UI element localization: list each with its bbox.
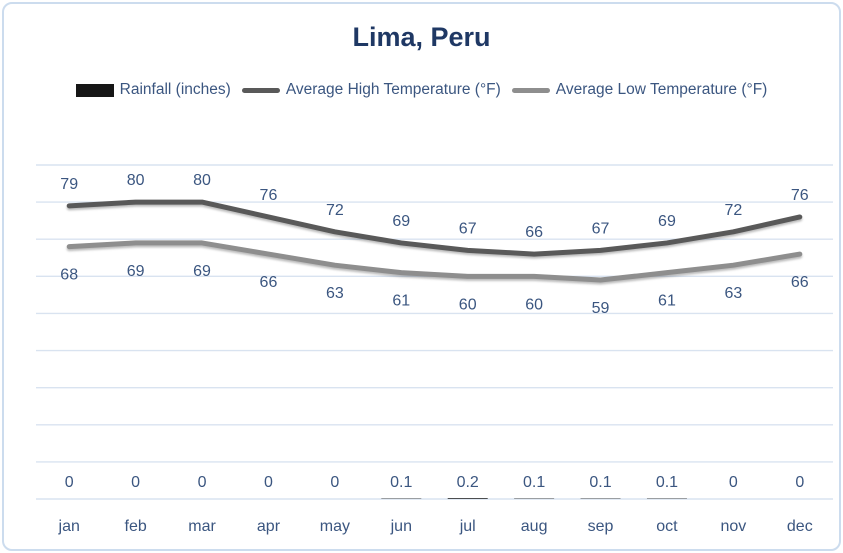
data-label: 0 [795, 474, 804, 491]
data-label: 0 [264, 474, 273, 491]
data-label: 60 [459, 296, 477, 313]
data-label: 0 [65, 474, 74, 491]
category-label: nov [720, 518, 746, 535]
data-label: 80 [193, 172, 211, 189]
data-label: 0.1 [390, 474, 412, 491]
data-label: 67 [459, 220, 477, 237]
data-label: 66 [260, 274, 278, 291]
data-label: 69 [127, 263, 145, 280]
category-label: jul [459, 518, 476, 535]
data-label: 59 [592, 300, 610, 317]
legend-item-rainfall: Rainfall (inches) [75, 81, 231, 99]
data-label: 68 [60, 267, 78, 284]
avg-high-temp-line [66, 199, 803, 257]
category-label: sep [588, 518, 614, 535]
data-label: 0.1 [523, 474, 545, 491]
category-label: oct [656, 518, 678, 535]
data-label: 0 [330, 474, 339, 491]
legend-label-avg-high-temp: Average High Temperature (°F) [285, 81, 501, 98]
data-label: 69 [193, 263, 211, 280]
data-label: 69 [658, 213, 676, 230]
data-label: 61 [392, 293, 410, 310]
data-label: 69 [392, 213, 410, 230]
category-label: feb [125, 518, 147, 535]
category-label: apr [257, 518, 281, 535]
data-label: 66 [791, 274, 809, 291]
category-label: dec [787, 518, 813, 535]
chart-legend: Rainfall (inches) Average High Temperatu… [0, 81, 843, 99]
data-label: 76 [791, 187, 809, 204]
legend-label-rainfall: Rainfall (inches) [119, 81, 231, 98]
data-label: 72 [724, 202, 742, 219]
data-label: 79 [60, 176, 78, 193]
category-label: mar [188, 518, 216, 535]
data-label: 0.1 [589, 474, 611, 491]
rainfall-bar-swatch-icon [75, 83, 114, 97]
data-label: 0.1 [656, 474, 678, 491]
avg-low-temp-line [66, 240, 803, 283]
avg-high-line-swatch-icon [241, 87, 280, 93]
data-label: 67 [592, 220, 610, 237]
data-label: 60 [525, 296, 543, 313]
legend-item-avg-low-temp: Average Low Temperature (°F) [511, 81, 768, 99]
data-label: 0.2 [457, 474, 479, 491]
data-label: 0 [131, 474, 140, 491]
category-label: aug [521, 518, 548, 535]
avg-low-line-swatch-icon [511, 87, 550, 93]
data-label: 63 [724, 285, 742, 302]
legend-item-avg-high-temp: Average High Temperature (°F) [241, 81, 501, 99]
chart-title: Lima, Peru [352, 22, 491, 52]
category-label: jan [58, 518, 80, 535]
legend-label-avg-low-temp: Average Low Temperature (°F) [555, 81, 768, 98]
category-label: may [320, 518, 350, 535]
data-label: 0 [729, 474, 738, 491]
data-label: 80 [127, 172, 145, 189]
data-label: 72 [326, 202, 344, 219]
category-label: jun [390, 518, 412, 535]
data-label: 76 [260, 187, 278, 204]
data-label: 61 [658, 293, 676, 310]
rainfall-bar [447, 498, 488, 499]
data-label: 63 [326, 285, 344, 302]
data-label: 66 [525, 224, 543, 241]
data-label: 0 [198, 474, 207, 491]
